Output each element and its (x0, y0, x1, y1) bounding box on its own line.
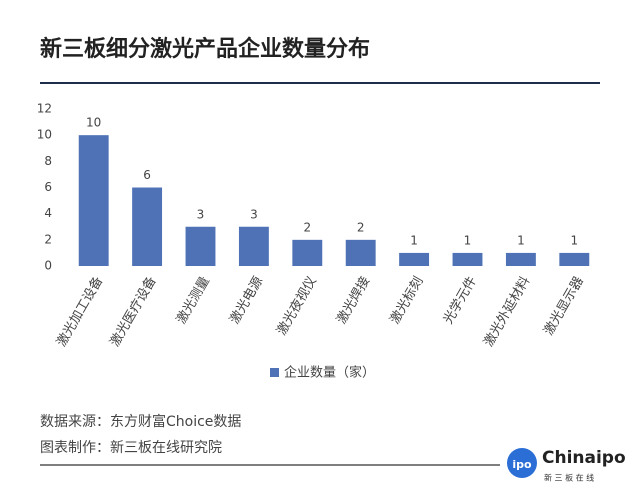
legend-label: 企业数量（家） (284, 365, 375, 381)
x-tick-label: 激光夜视仪 (274, 274, 319, 338)
bar (505, 252, 536, 266)
bar (452, 252, 483, 266)
bar (292, 239, 323, 266)
logo-brand: Chinaipo (542, 448, 626, 468)
value-label: 1 (517, 233, 525, 247)
value-label: 3 (197, 207, 205, 221)
y-tick-label: 12 (37, 102, 52, 116)
logo-badge (507, 448, 537, 478)
bar (132, 187, 163, 266)
x-tick-label: 激光外延材料 (481, 274, 533, 349)
x-tick-label: 激光焊接 (333, 274, 373, 327)
bar (185, 226, 216, 266)
x-tick-label: 光学元件 (440, 274, 480, 327)
value-label: 10 (86, 116, 101, 130)
value-label: 2 (303, 220, 311, 234)
value-label: 3 (250, 207, 258, 221)
logo-sub: 新 三 板 在 线 (544, 473, 594, 483)
value-label: 6 (143, 168, 151, 182)
x-tick-label: 激光加工设备 (53, 274, 106, 350)
value-label: 2 (357, 220, 365, 234)
logo-ipo: ipo (512, 458, 532, 471)
value-label: 1 (410, 233, 418, 247)
bar (559, 252, 590, 266)
x-tick-label: 激光显示器 (541, 274, 586, 338)
y-tick-label: 8 (44, 154, 52, 168)
y-tick-label: 10 (37, 128, 52, 142)
x-tick-label: 激光标刻 (388, 274, 427, 327)
x-tick-label: 激光测量 (174, 274, 213, 327)
y-tick-label: 0 (44, 259, 52, 273)
value-label: 1 (570, 233, 578, 247)
bar (399, 252, 430, 266)
x-tick-label: 激光医疗设备 (107, 274, 160, 350)
bar (345, 239, 376, 266)
legend-swatch (270, 368, 279, 377)
value-label: 1 (464, 233, 472, 247)
bar (78, 135, 109, 266)
x-tick-label: 激光电源 (227, 274, 266, 327)
y-tick-label: 6 (44, 180, 52, 194)
y-tick-label: 2 (44, 232, 52, 246)
logo: ipo Chinaipo 新 三 板 在 线 (507, 448, 626, 483)
y-tick-label: 4 (44, 206, 52, 220)
source-note: 数据来源：东方财富Choice数据 (40, 413, 241, 430)
chart-title: 新三板细分激光产品企业数量分布 (40, 36, 370, 62)
bar (238, 226, 269, 266)
producer-note: 图表制作：新三板在线研究院 (40, 440, 222, 456)
